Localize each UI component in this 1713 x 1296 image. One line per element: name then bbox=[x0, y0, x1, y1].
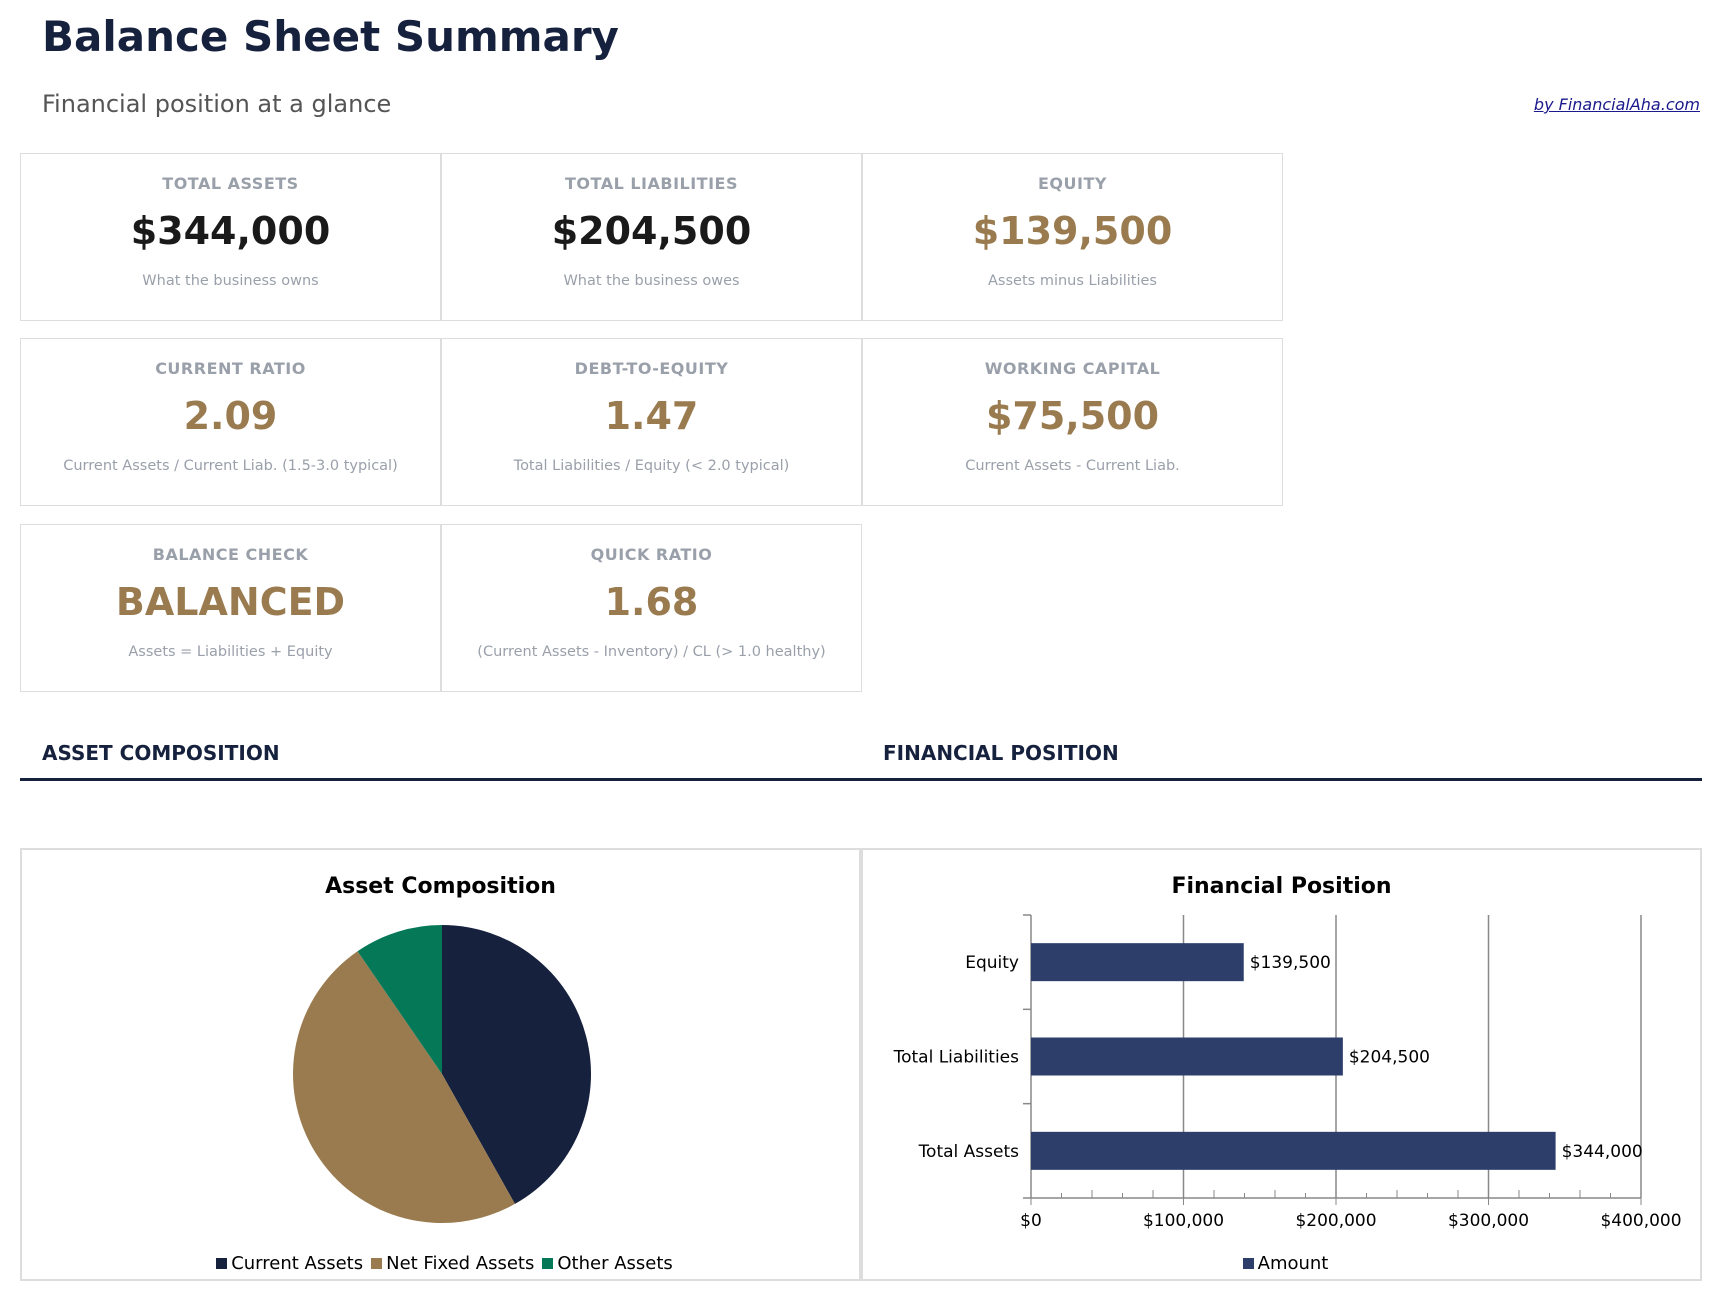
kpi-label: BALANCE CHECK bbox=[152, 545, 309, 564]
x-tick-label: $0 bbox=[1020, 1211, 1042, 1231]
kpi-label: TOTAL ASSETS bbox=[162, 174, 299, 193]
kpi-label: WORKING CAPITAL bbox=[984, 359, 1161, 378]
legend-swatch bbox=[1242, 1258, 1254, 1269]
kpi-card: TOTAL LIABILITIES $204,500 What the busi… bbox=[441, 153, 862, 321]
x-tick-label: $100,000 bbox=[1143, 1211, 1224, 1231]
kpi-card: CURRENT RATIO 2.09 Current Assets / Curr… bbox=[20, 338, 441, 506]
pie-slice-net-fixed-assets bbox=[293, 951, 515, 1223]
kpi-label: DEBT-TO-EQUITY bbox=[574, 359, 729, 378]
bar-total-liabilities bbox=[1031, 1037, 1343, 1076]
bar-legend: Amount bbox=[863, 1253, 1700, 1274]
kpi-value: $344,000 bbox=[130, 209, 331, 253]
pie-chart bbox=[293, 925, 591, 1223]
y-tick-label: Total Liabilities bbox=[893, 1048, 1020, 1068]
x-tick-label: $400,000 bbox=[1600, 1211, 1681, 1231]
kpi-description: Current Assets - Current Liab. bbox=[965, 458, 1180, 474]
legend-swatch bbox=[371, 1258, 383, 1269]
bar-data-label: $344,000 bbox=[1562, 1142, 1643, 1162]
legend-swatch bbox=[216, 1258, 228, 1269]
kpi-value: 1.68 bbox=[604, 580, 699, 624]
pie-chart-title: Asset Composition bbox=[325, 874, 556, 899]
pie-chart-panel: Asset Composition Current Assets Net Fixe… bbox=[20, 848, 861, 1281]
kpi-label: EQUITY bbox=[1038, 174, 1107, 193]
kpi-description: Current Assets / Current Liab. (1.5-3.0 … bbox=[63, 458, 398, 474]
kpi-value: 1.47 bbox=[604, 394, 699, 438]
kpi-label: TOTAL LIABILITIES bbox=[565, 174, 738, 193]
page-title: Balance Sheet Summary bbox=[42, 12, 619, 61]
section-financial-position: FINANCIAL POSITION bbox=[883, 741, 1119, 765]
x-tick-label: $300,000 bbox=[1448, 1211, 1529, 1231]
kpi-card: DEBT-TO-EQUITY 1.47 Total Liabilities / … bbox=[441, 338, 862, 506]
kpi-label: QUICK RATIO bbox=[590, 545, 713, 564]
kpi-card: QUICK RATIO 1.68 (Current Assets - Inven… bbox=[441, 524, 862, 692]
pie-slice-other-assets bbox=[357, 925, 442, 1074]
y-tick-label: Equity bbox=[965, 953, 1019, 973]
page-subtitle: Financial position at a glance bbox=[42, 90, 392, 118]
kpi-value: 2.09 bbox=[183, 394, 278, 438]
bar-total-assets bbox=[1031, 1131, 1556, 1170]
kpi-value: BALANCED bbox=[115, 580, 346, 624]
bar-chart: $0 $100,000 $200,000 $300,000 $400,000 Equity… bbox=[893, 914, 1682, 1231]
bar-data-label: $139,500 bbox=[1250, 953, 1331, 973]
kpi-description: What the business owns bbox=[142, 273, 319, 289]
kpi-label: CURRENT RATIO bbox=[155, 359, 306, 378]
kpi-description: What the business owes bbox=[563, 273, 740, 289]
kpi-value: $204,500 bbox=[551, 209, 752, 253]
section-divider bbox=[20, 778, 1702, 781]
kpi-value: $75,500 bbox=[985, 394, 1160, 438]
credit-link[interactable]: by FinancialAha.com bbox=[1533, 95, 1700, 114]
bar-equity bbox=[1031, 943, 1244, 982]
bar-data-label: $204,500 bbox=[1349, 1048, 1430, 1068]
kpi-card: EQUITY $139,500 Assets minus Liabilities bbox=[862, 153, 1283, 321]
kpi-description: Total Liabilities / Equity (< 2.0 typica… bbox=[513, 458, 790, 474]
legend-label: Current Assets bbox=[231, 1253, 364, 1274]
x-tick-label: $200,000 bbox=[1295, 1211, 1376, 1231]
pie-slice-current-assets bbox=[442, 925, 591, 1204]
legend-swatch bbox=[542, 1258, 554, 1269]
section-asset-composition: ASSET COMPOSITION bbox=[42, 741, 280, 765]
bar-chart-title: Financial Position bbox=[1171, 874, 1392, 899]
legend-label: Amount bbox=[1257, 1253, 1329, 1274]
y-tick-label: Total Assets bbox=[918, 1142, 1020, 1162]
kpi-card: BALANCE CHECK BALANCED Assets = Liabilit… bbox=[20, 524, 441, 692]
legend-label: Other Assets bbox=[557, 1253, 673, 1274]
kpi-card: TOTAL ASSETS $344,000 What the business … bbox=[20, 153, 441, 321]
kpi-value: $139,500 bbox=[972, 209, 1173, 253]
kpi-description: (Current Assets - Inventory) / CL (> 1.0… bbox=[477, 644, 826, 660]
kpi-card: WORKING CAPITAL $75,500 Current Assets -… bbox=[862, 338, 1283, 506]
pie-legend: Current Assets Net Fixed Assets Other Asse… bbox=[22, 1253, 859, 1274]
kpi-description: Assets = Liabilities + Equity bbox=[128, 644, 333, 660]
kpi-description: Assets minus Liabilities bbox=[988, 273, 1157, 289]
legend-label: Net Fixed Assets bbox=[386, 1253, 535, 1274]
bar-chart-panel: Financial Position $0 $100,000 $200,000 $30… bbox=[861, 848, 1702, 1281]
